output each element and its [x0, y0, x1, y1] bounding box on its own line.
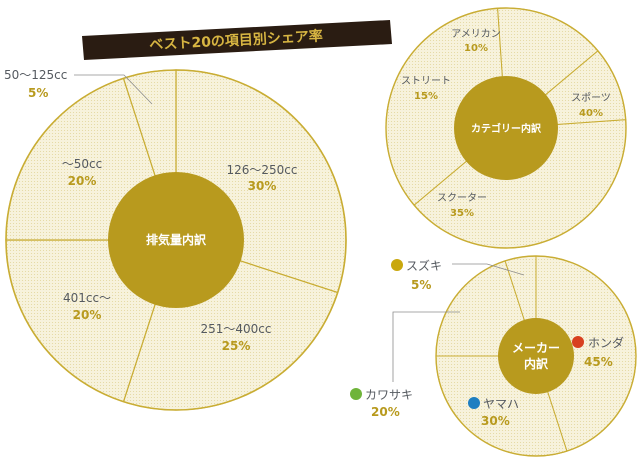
label-street: ストリート	[401, 76, 451, 87]
value-honda: 45%	[584, 355, 613, 369]
pie-outline-2	[435, 255, 637, 457]
pie-center-hub-1	[454, 76, 558, 180]
displacement-labels: 126〜250cc 30% 251〜400cc 25% 401cc〜 20% 〜…	[4, 68, 298, 353]
title-banner: ベスト20の項目別シェア率	[82, 20, 392, 60]
label-american: アメリカン	[451, 28, 501, 40]
label-kawasaki: カワサキ	[365, 388, 413, 402]
leader-line-50-125cc	[74, 74, 153, 105]
category-pie-chart: カテゴリー内訳	[385, 7, 627, 249]
leader-line-suzuki	[452, 263, 525, 276]
yamaha-marker-dot	[468, 397, 480, 409]
banner-background	[82, 20, 392, 60]
value-scooter: 35%	[450, 208, 474, 219]
value-street: 15%	[414, 91, 438, 102]
value-50-125cc: 5%	[28, 86, 48, 100]
maker-labels: ホンダ 45% ヤマハ 30% カワサキ 20% スズキ 5%	[350, 258, 624, 428]
pie-center-hub-2	[498, 318, 574, 394]
label-251-400cc: 251〜400cc	[200, 322, 271, 336]
label-yamaha: ヤマハ	[483, 397, 519, 411]
value-sports: 40%	[579, 108, 603, 119]
value-126-250cc: 30%	[248, 179, 277, 193]
label-under-50cc: 〜50cc	[62, 157, 102, 171]
value-251-400cc: 25%	[222, 339, 251, 353]
pie-center-title-0: 排気量内訳	[146, 232, 207, 247]
displacement-pie-chart: 排気量内訳	[5, 69, 347, 411]
kawasaki-marker-dot	[350, 388, 362, 400]
value-suzuki: 5%	[411, 278, 431, 292]
pie-center-title-2-line-0: メーカー	[512, 341, 560, 355]
leader-line-kawasaki	[392, 311, 460, 382]
pie-outline-0	[5, 69, 347, 411]
pie-center-title-1: カテゴリー内訳	[471, 122, 542, 135]
label-50-125cc: 50〜125cc	[4, 68, 67, 82]
honda-marker-dot	[572, 336, 584, 348]
pie-center-hub-0	[108, 172, 244, 308]
suzuki-marker-dot	[391, 259, 403, 271]
value-401cc: 20%	[73, 308, 102, 322]
label-scooter: スクーター	[437, 192, 487, 204]
label-126-250cc: 126〜250cc	[226, 163, 297, 177]
value-under-50cc: 20%	[68, 174, 97, 188]
pie-outline-1	[385, 7, 627, 249]
value-american: 10%	[464, 43, 488, 54]
label-sports: スポーツ	[571, 92, 611, 104]
label-honda: ホンダ	[588, 335, 624, 350]
label-401cc: 401cc〜	[63, 291, 111, 305]
value-kawasaki: 20%	[371, 405, 400, 419]
category-labels: スポーツ 40% スクーター 35% ストリート 15% アメリカン 10%	[401, 28, 611, 219]
pie-center-title-2-line-1: 内訳	[524, 356, 549, 371]
label-suzuki: スズキ	[406, 258, 442, 273]
value-yamaha: 30%	[481, 414, 510, 428]
